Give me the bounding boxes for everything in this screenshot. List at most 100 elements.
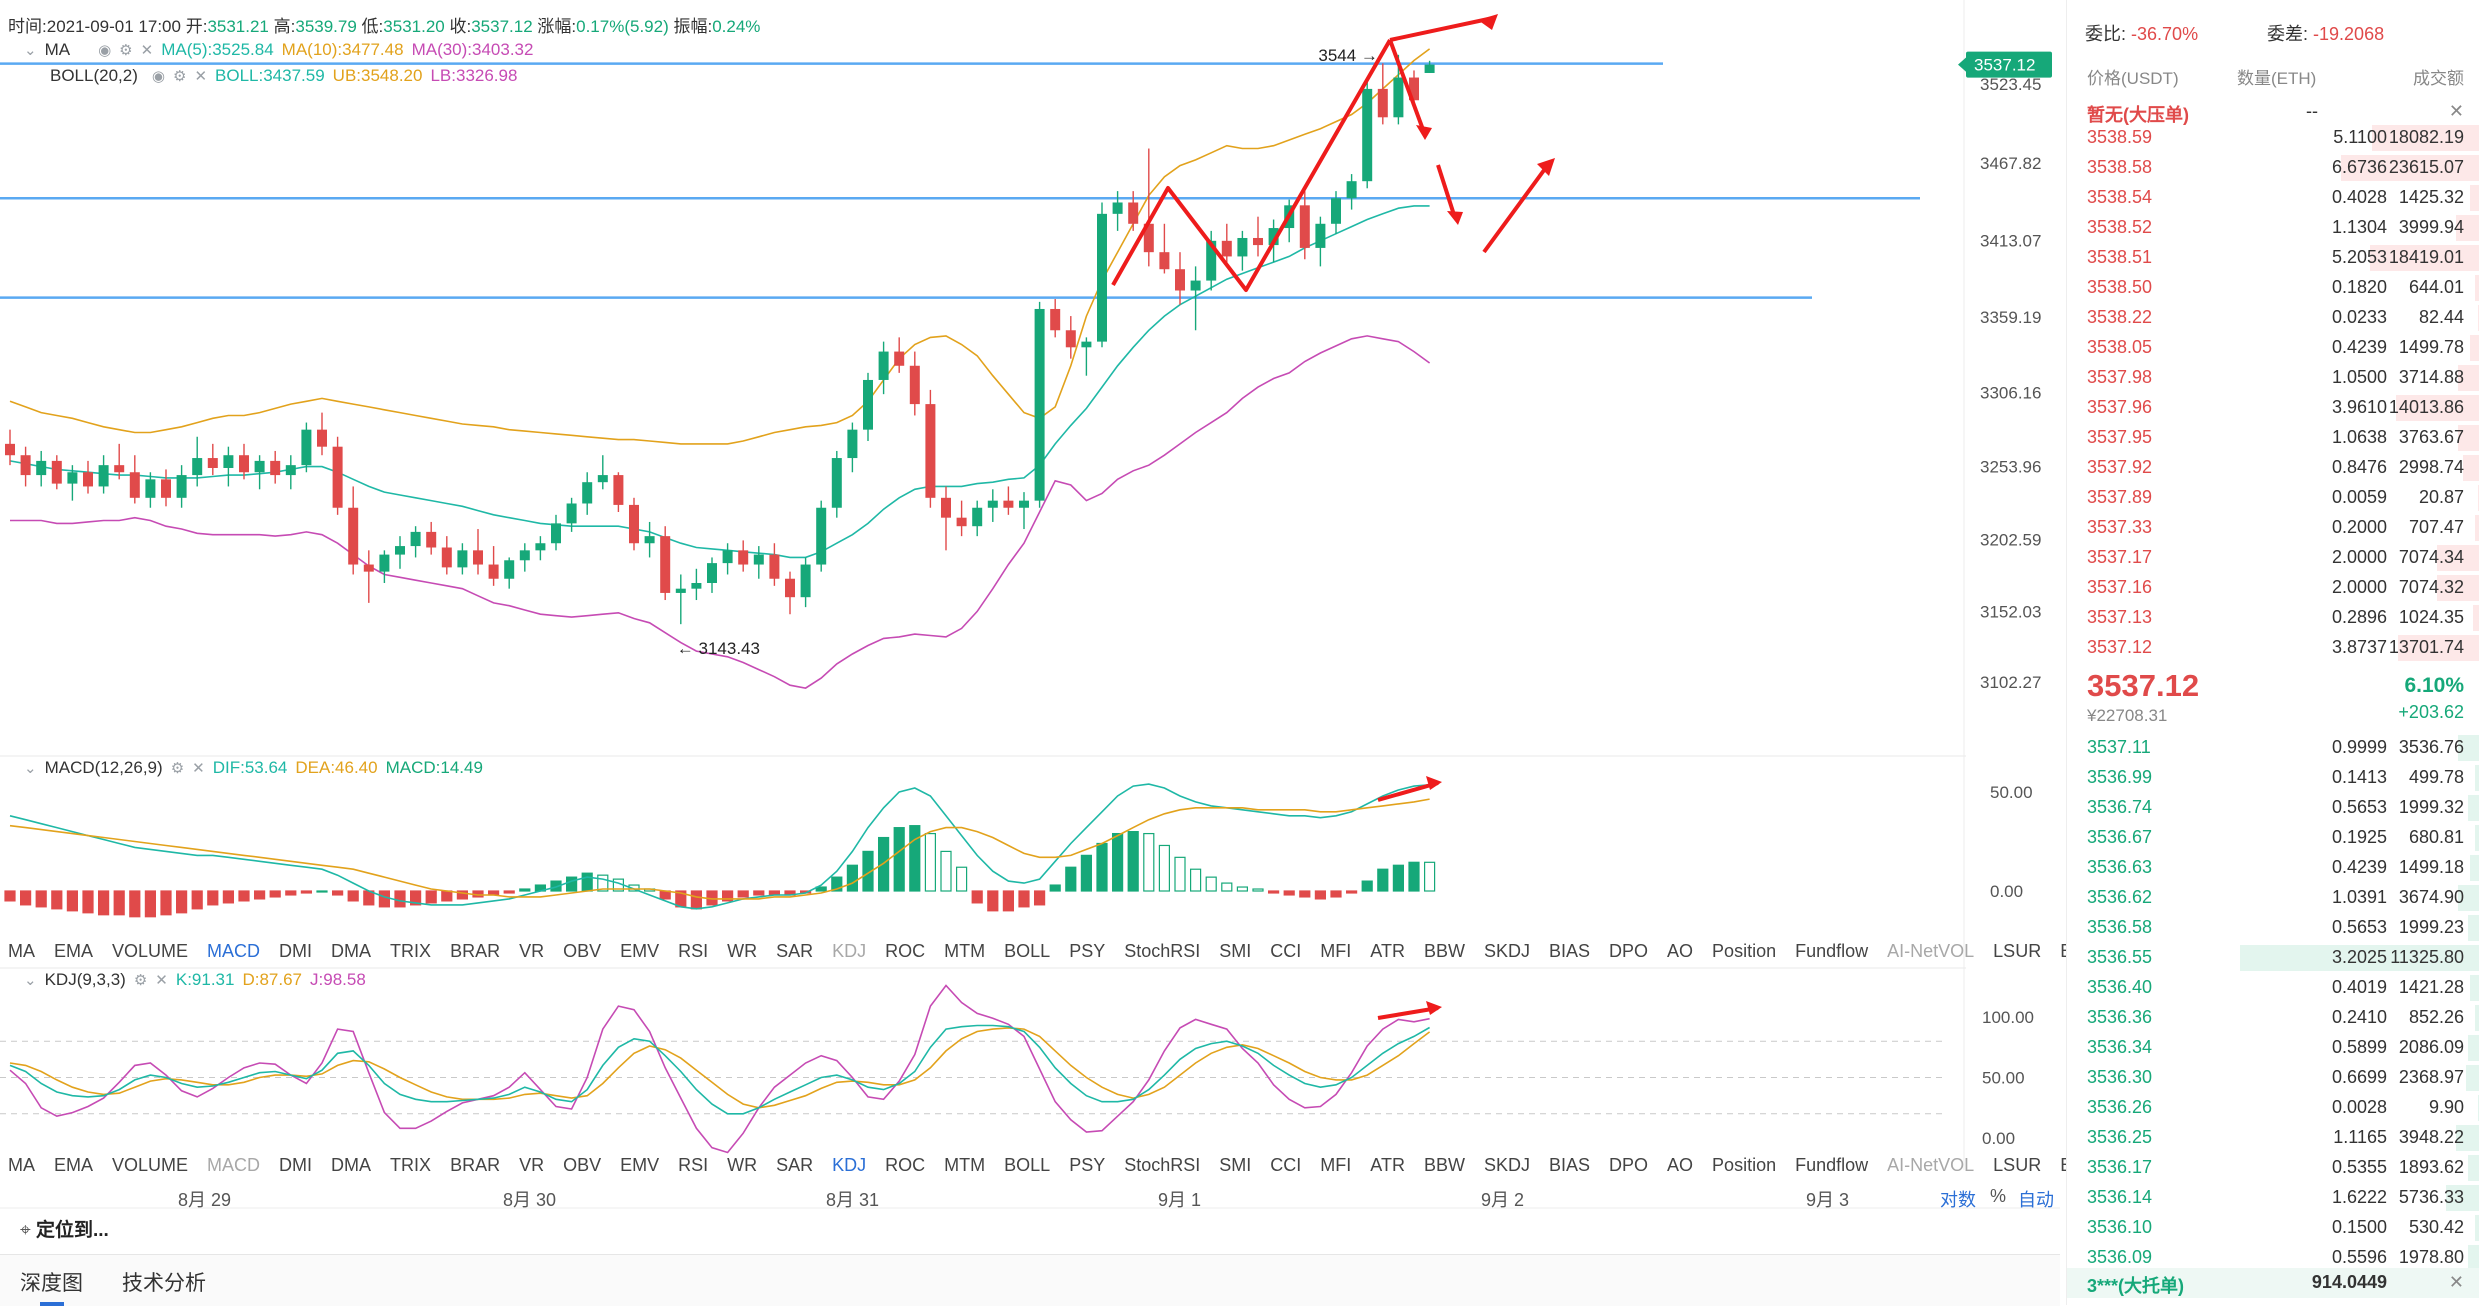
indicator-tab-sar[interactable]: SAR [776, 941, 814, 961]
indicator-tab-dma[interactable]: DMA [331, 941, 372, 961]
bid-row[interactable]: 3536.36 0.2410 852.26 [2067, 1003, 2479, 1033]
close-icon[interactable]: ✕ [2448, 1272, 2464, 1292]
ask-row[interactable]: 3537.16 2.0000 7074.32 [2067, 573, 2479, 603]
indicator-tab-dma[interactable]: DMA [331, 1155, 372, 1175]
bid-row[interactable]: 3536.14 1.6222 5736.33 [2067, 1183, 2479, 1213]
bid-row[interactable]: 3536.09 0.5596 1978.80 [2067, 1243, 2479, 1273]
indicator-tab-obv[interactable]: OBV [563, 1155, 602, 1175]
indicator-tab-macd[interactable]: MACD [207, 941, 261, 961]
ask-row[interactable]: 3538.58 6.6736 23615.07 [2067, 153, 2479, 183]
indicator-tab-brar[interactable]: BRAR [450, 941, 501, 961]
close-icon[interactable]: ✕ [2448, 101, 2464, 121]
ask-row[interactable]: 3538.59 5.1100 18082.19 [2067, 123, 2479, 153]
indicator-tab-cci[interactable]: CCI [1270, 941, 1302, 961]
indicator-tab-psy[interactable]: PSY [1069, 941, 1106, 961]
eye-icon[interactable]: ◉ [151, 68, 165, 85]
indicator-tab-roc[interactable]: ROC [885, 941, 926, 961]
indicator-tab-mtm[interactable]: MTM [944, 1155, 986, 1175]
indicator-tab-ma[interactable]: MA [8, 941, 35, 961]
indicator-tab-position[interactable]: Position [1712, 941, 1777, 961]
auto-scale-toggle[interactable]: 自动 [2018, 1190, 2054, 1210]
indicator-tab-ai-netvol[interactable]: AI-NetVOL [1887, 941, 1975, 961]
indicator-tab-kdj[interactable]: KDJ [832, 941, 867, 961]
indicator-tab-skdj[interactable]: SKDJ [1483, 1155, 1530, 1175]
bid-row[interactable]: 3536.25 1.1165 3948.22 [2067, 1123, 2479, 1153]
indicator-tab-trix[interactable]: TRIX [390, 1155, 432, 1175]
indicator-tab-ai-netvol[interactable]: AI-NetVOL [1887, 1155, 1975, 1175]
settings-icon[interactable]: ⚙ [172, 68, 187, 85]
indicator-tab-sar[interactable]: SAR [776, 1155, 814, 1175]
settings-icon[interactable]: ⚙ [119, 42, 133, 59]
indicator-tab-brar[interactable]: BRAR [450, 1155, 501, 1175]
bid-row[interactable]: 3536.99 0.1413 499.78 [2067, 763, 2479, 793]
indicator-tab-bbw[interactable]: BBW [1423, 1155, 1465, 1175]
indicator-tab-roc[interactable]: ROC [885, 1155, 926, 1175]
log-scale-toggle[interactable]: 对数 [1940, 1190, 1976, 1210]
percent-scale-toggle[interactable]: % [1990, 1186, 2007, 1206]
indicator-tab-trix[interactable]: TRIX [390, 941, 432, 961]
ask-row[interactable]: 3537.92 0.8476 2998.74 [2067, 453, 2479, 483]
indicator-tab-ma[interactable]: MA [8, 1155, 35, 1175]
indicator-tab-fundflow[interactable]: Fundflow [1795, 941, 1869, 961]
bid-row[interactable]: 3536.58 0.5653 1999.23 [2067, 913, 2479, 943]
tab-technical-analysis[interactable]: 技术分析 [122, 1272, 206, 1295]
ask-row[interactable]: 3537.96 3.9610 14013.86 [2067, 393, 2479, 423]
indicator-tab-dmi[interactable]: DMI [279, 941, 313, 961]
indicator-tab-emv[interactable]: EMV [620, 1155, 660, 1175]
close-icon[interactable]: ✕ [155, 972, 168, 989]
bid-row[interactable]: 3536.40 0.4019 1421.28 [2067, 973, 2479, 1003]
close-icon[interactable]: ✕ [194, 68, 208, 85]
eye-icon[interactable]: ◉ [98, 42, 112, 59]
indicator-tab-dmi[interactable]: DMI [279, 1155, 313, 1175]
ask-row[interactable]: 3537.95 1.0638 3763.67 [2067, 423, 2479, 453]
indicator-tab-wr[interactable]: WR [727, 941, 758, 961]
indicator-tab-dpo[interactable]: DPO [1609, 941, 1649, 961]
indicator-tab-emv[interactable]: EMV [620, 941, 660, 961]
ask-row[interactable]: 3538.54 0.4028 1425.32 [2067, 183, 2479, 213]
settings-icon[interactable]: ⚙ [170, 760, 185, 777]
locate-to-button[interactable]: ⌖ 定位到... [20, 1215, 109, 1242]
indicator-tab-rsi[interactable]: RSI [678, 941, 709, 961]
ask-row[interactable]: 3538.52 1.1304 3999.94 [2067, 213, 2479, 243]
close-icon[interactable]: ✕ [140, 42, 154, 59]
indicator-tab-ema[interactable]: EMA [54, 1155, 94, 1175]
indicator-tab-dpo[interactable]: DPO [1609, 1155, 1649, 1175]
indicator-tab-vr[interactable]: VR [519, 1155, 545, 1175]
indicator-tab-bias[interactable]: BIAS [1548, 1155, 1591, 1175]
indicator-tab-lsur[interactable]: LSUR [1993, 941, 2042, 961]
tab-depth-chart[interactable]: 深度图 [20, 1272, 83, 1295]
bid-row[interactable]: 3536.17 0.5355 1893.62 [2067, 1153, 2479, 1183]
indicator-tab-mfi[interactable]: MFI [1320, 1155, 1352, 1175]
collapse-chevron-icon[interactable]: ⌄ [24, 972, 37, 989]
indicator-tab-mfi[interactable]: MFI [1320, 941, 1352, 961]
bid-row[interactable]: 3536.10 0.1500 530.42 [2067, 1213, 2479, 1243]
ask-row[interactable]: 3538.05 0.4239 1499.78 [2067, 333, 2479, 363]
ask-row[interactable]: 3538.51 5.2053 18419.01 [2067, 243, 2479, 273]
indicator-tab-wr[interactable]: WR [727, 1155, 758, 1175]
indicator-tab-bias[interactable]: BIAS [1548, 941, 1591, 961]
indicator-tab-volume[interactable]: VOLUME [112, 1155, 189, 1175]
indicator-tab-obv[interactable]: OBV [563, 941, 602, 961]
kline-chart-svg[interactable]: 3523.45 3467.82 3413.07 3359.19 3306.16 3253.… [0, 0, 2060, 1305]
bid-row[interactable]: 3536.34 0.5899 2086.09 [2067, 1033, 2479, 1063]
bid-row[interactable]: 3536.63 0.4239 1499.18 [2067, 853, 2479, 883]
close-icon[interactable]: ✕ [192, 760, 205, 777]
indicator-tab-smi[interactable]: SMI [1219, 1155, 1252, 1175]
bid-row[interactable]: 3536.67 0.1925 680.81 [2067, 823, 2479, 853]
kline-chart-area[interactable]: 3523.45 3467.82 3413.07 3359.19 3306.16 3253.… [0, 0, 2113, 1306]
indicator-tab-stochrsi[interactable]: StochRSI [1124, 941, 1201, 961]
indicator-tab-ao[interactable]: AO [1667, 941, 1694, 961]
ask-row[interactable]: 3538.50 0.1820 644.01 [2067, 273, 2479, 303]
indicator-tab-macd[interactable]: MACD [207, 1155, 261, 1175]
ask-row[interactable]: 3537.17 2.0000 7074.34 [2067, 543, 2479, 573]
indicator-tab-boll[interactable]: BOLL [1004, 941, 1051, 961]
ask-row[interactable]: 3537.33 0.2000 707.47 [2067, 513, 2479, 543]
bid-row[interactable]: 3536.30 0.6699 2368.97 [2067, 1063, 2479, 1093]
ask-row[interactable]: 3537.89 0.0059 20.87 [2067, 483, 2479, 513]
indicator-tab-skdj[interactable]: SKDJ [1483, 941, 1530, 961]
indicator-tab-vr[interactable]: VR [519, 941, 545, 961]
ask-row[interactable]: 3537.12 3.8737 13701.74 [2067, 633, 2479, 663]
indicator-tab-cci[interactable]: CCI [1270, 1155, 1302, 1175]
ask-row[interactable]: 3538.22 0.0233 82.44 [2067, 303, 2479, 333]
collapse-chevron-icon[interactable]: ⌄ [24, 42, 37, 59]
